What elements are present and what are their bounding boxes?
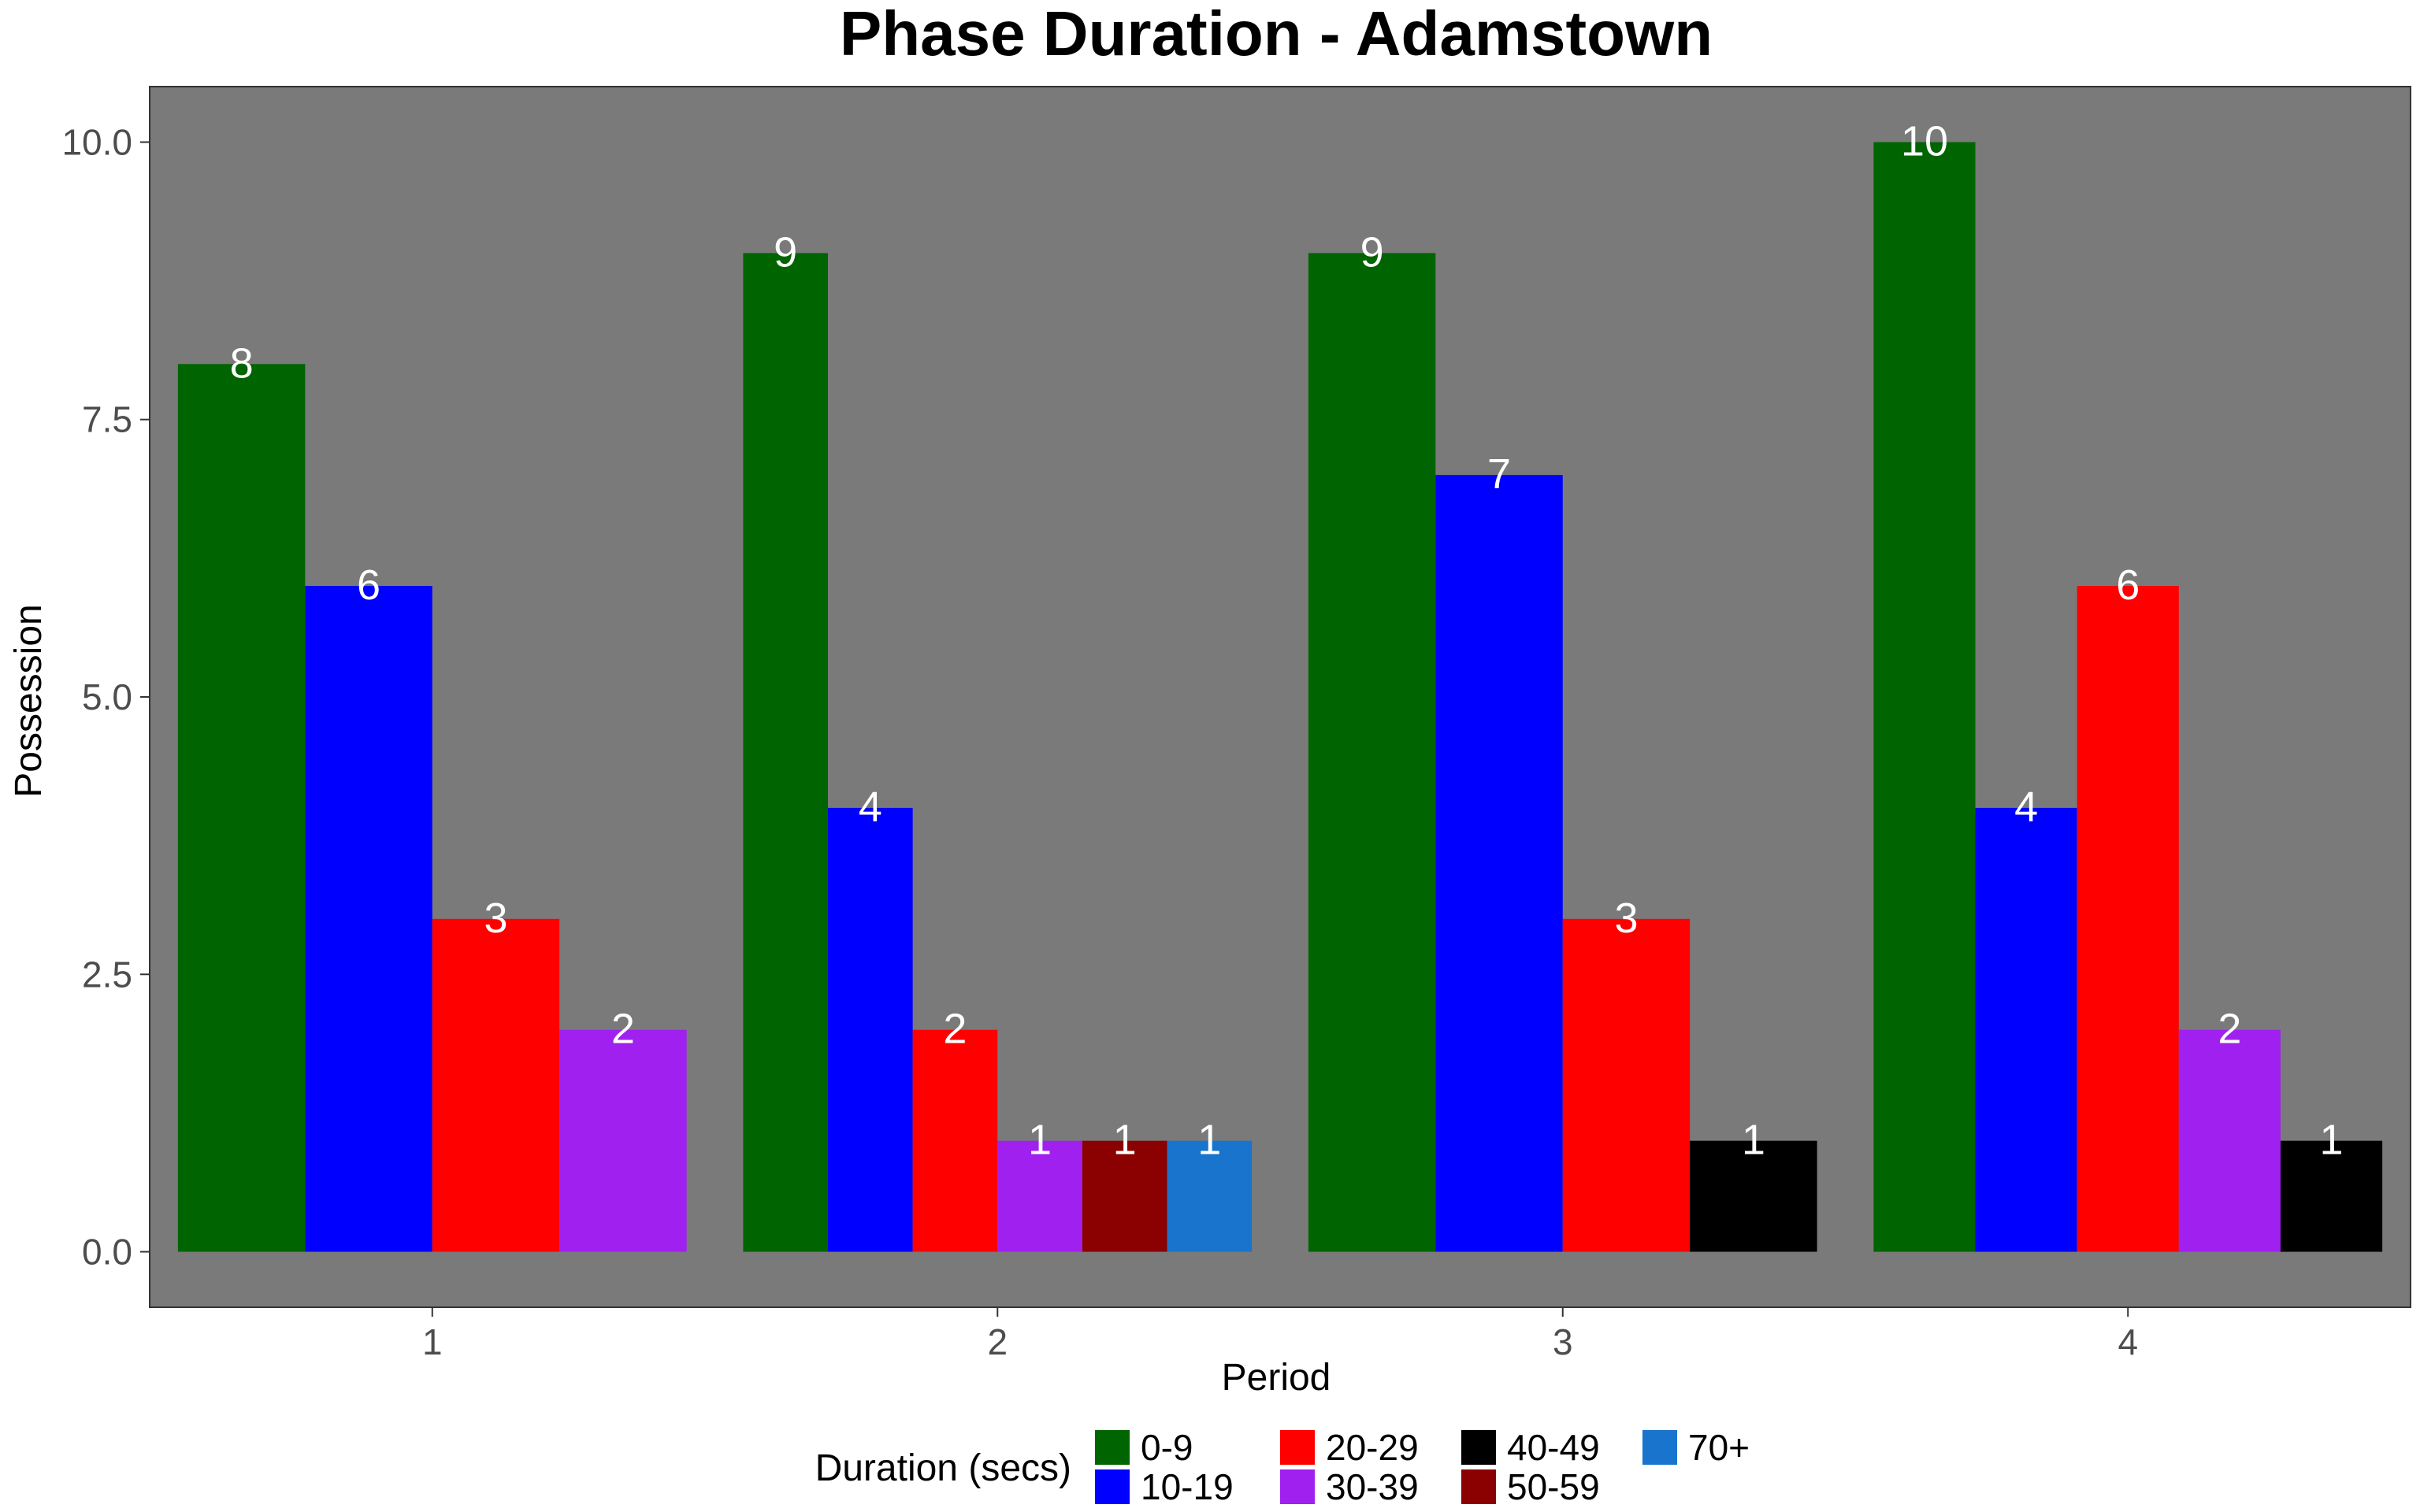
bar-30-39-period-2 [997,1140,1082,1252]
y-tick-label: 7.5 [82,399,132,440]
bar-value-label: 1 [1028,1117,1052,1164]
bar-10-19-period-3 [1435,475,1563,1252]
x-axis-title: Period [1222,1357,1331,1399]
y-tick-label: 10.0 [61,121,132,162]
bar-value-label: 1 [1197,1117,1221,1164]
y-tick-label: 0.0 [82,1232,132,1273]
bar-value-label: 6 [357,561,380,609]
y-axis-title: Possession [8,604,50,797]
bar-0-9-period-4 [1873,142,1976,1252]
legend-label: 50-59 [1507,1466,1600,1507]
bar-value-label: 2 [2218,1006,2241,1053]
bar-20-29-period-1 [432,918,560,1252]
legend-key-40-49 [1461,1430,1496,1465]
legend-label: 10-19 [1141,1466,1234,1507]
bar-value-label: 2 [611,1006,635,1053]
legend-key-0-9 [1095,1430,1130,1465]
chart-title: Phase Duration - Adamstown [840,0,1713,69]
x-tick-label: 2 [987,1321,1008,1362]
bar-20-29-period-3 [1562,918,1691,1252]
legend-key-20-29 [1280,1430,1315,1465]
bar-10-19-period-4 [1975,807,2077,1252]
bar-value-label: 7 [1487,450,1511,498]
bar-value-label: 10 [1901,117,1948,165]
bar-value-label: 1 [2320,1117,2344,1164]
bar-10-19-period-2 [828,807,913,1252]
legend-label: 30-39 [1326,1466,1419,1507]
bar-value-label: 1 [1113,1117,1137,1164]
legend-label: 40-49 [1507,1427,1600,1468]
bar-value-label: 2 [943,1006,967,1053]
bar-value-label: 9 [1360,228,1384,276]
x-tick-label: 4 [2118,1321,2138,1362]
bar-value-label: 1 [1742,1117,1765,1164]
y-tick-label: 2.5 [82,954,132,995]
legend-title: Duration (secs) [815,1447,1071,1489]
bar-50-59-period-2 [1082,1140,1167,1252]
bar-40-49-period-4 [2280,1140,2383,1252]
bar-value-label: 3 [1614,895,1638,942]
x-tick-label: 1 [422,1321,443,1362]
bar-0-9-period-1 [177,364,306,1252]
bar-30-39-period-4 [2178,1029,2281,1252]
y-tick-label: 5.0 [82,676,132,717]
legend-label: 20-29 [1326,1427,1419,1468]
bar-value-label: 4 [2014,784,2038,831]
y-axis: 0.0 2.5 5.0 7.5 10.0 [61,121,150,1273]
bar-10-19-period-1 [305,586,432,1252]
bars [177,142,2383,1252]
bar-value-label: 3 [484,895,507,942]
bar-value-label: 4 [859,784,882,831]
bar-40-49-period-3 [1690,1140,1817,1252]
bar-0-9-period-3 [1308,253,1436,1252]
legend-key-70+ [1642,1430,1677,1465]
bar-70+-period-2 [1167,1140,1253,1252]
bar-0-9-period-2 [743,253,828,1252]
bar-value-label: 8 [230,339,254,387]
bar-30-39-period-1 [559,1029,687,1252]
x-axis: 1 2 3 4 [422,1307,2138,1362]
legend-key-10-19 [1095,1469,1130,1504]
legend-label: 0-9 [1141,1427,1193,1468]
legend-label: 70+ [1688,1427,1750,1468]
x-tick-label: 3 [1553,1321,1573,1362]
bar-value-label: 6 [2116,561,2140,609]
legend-key-30-39 [1280,1469,1315,1504]
bar-value-label: 9 [774,228,797,276]
legend-key-50-59 [1461,1469,1496,1504]
bar-20-29-period-4 [2077,586,2179,1252]
bar-20-29-period-2 [912,1029,998,1252]
